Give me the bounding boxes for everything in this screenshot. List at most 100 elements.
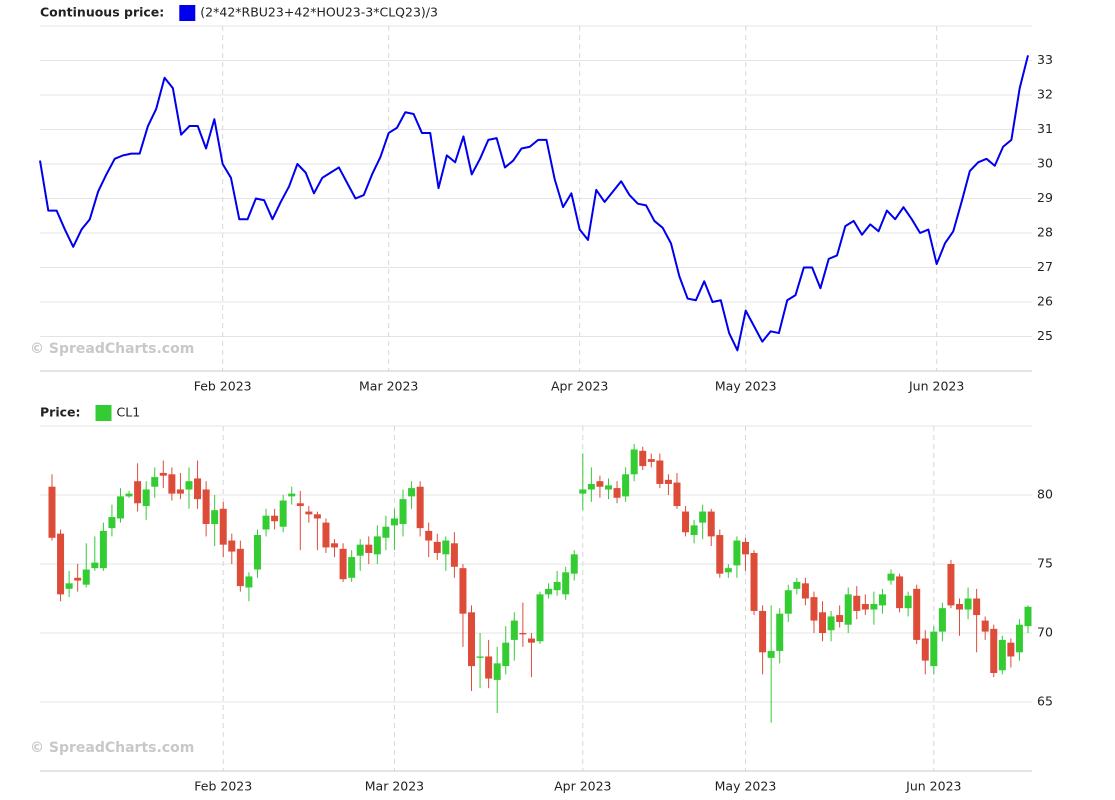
candle-body	[339, 548, 347, 580]
candle-body	[142, 489, 150, 507]
price-line	[39, 55, 1029, 352]
candle-body	[836, 615, 844, 622]
candle-body	[664, 479, 672, 484]
candle-body	[390, 518, 398, 526]
x-tick-label: Apr 2023	[554, 779, 611, 794]
candle-body	[442, 540, 450, 555]
candle-body	[844, 594, 852, 625]
candle-body	[639, 450, 647, 467]
candle-body	[279, 500, 287, 527]
y-tick-label: 30	[1037, 156, 1053, 171]
candle-body	[527, 638, 535, 643]
candle-body	[322, 522, 330, 548]
legend-swatch	[95, 405, 112, 421]
legend-label: Price:	[40, 405, 81, 420]
candle-body	[793, 581, 801, 589]
candle-body	[861, 604, 869, 610]
y-tick-label: 75	[1037, 556, 1053, 571]
x-tick-label: Feb 2023	[194, 779, 252, 794]
candle-body	[99, 530, 107, 569]
candle-body	[741, 541, 749, 555]
y-tick-label: 32	[1037, 87, 1053, 102]
candle-body	[870, 604, 878, 610]
watermark: © SpreadCharts.com	[30, 740, 194, 756]
candle-body	[236, 548, 244, 587]
candle-body	[1007, 642, 1015, 657]
candle-body	[562, 572, 570, 595]
candle-body	[219, 508, 227, 545]
candle-body	[168, 474, 176, 494]
candle-body	[801, 583, 809, 599]
legend-entry: (2*42*RBU23+42*HOU23-3*CLQ23)/3	[200, 5, 438, 20]
candle-body	[913, 588, 921, 640]
y-tick-label: 29	[1037, 190, 1053, 205]
candle-body	[202, 489, 210, 524]
candle-body	[91, 562, 99, 569]
x-tick-label: Jun 2023	[905, 779, 961, 794]
candle-body	[382, 526, 390, 538]
candle-body	[750, 552, 758, 611]
y-tick-label: 27	[1037, 259, 1053, 274]
candle-body	[622, 474, 630, 497]
candle-body	[827, 616, 835, 631]
candle-body	[921, 638, 929, 661]
candle-body	[296, 503, 304, 507]
candle-body	[690, 525, 698, 536]
candle-body	[211, 510, 219, 524]
candle-body	[784, 590, 792, 614]
candle-body	[930, 631, 938, 667]
x-tick-label: Feb 2023	[194, 379, 252, 394]
y-tick-label: 65	[1037, 694, 1053, 709]
candle-body	[228, 540, 236, 552]
candle-body	[271, 515, 279, 522]
candle-body	[956, 604, 964, 610]
candle-body	[553, 581, 561, 591]
candle-body	[416, 486, 424, 529]
candle-body	[245, 576, 253, 588]
candle-body	[116, 496, 124, 519]
candle-body	[656, 460, 664, 484]
candle-body	[65, 583, 73, 589]
candle-body	[468, 612, 476, 667]
candle-body	[185, 481, 193, 490]
candle-body	[331, 543, 339, 548]
candle-body	[253, 535, 261, 570]
candle-body	[262, 515, 270, 530]
candle-body	[348, 557, 356, 578]
candle-body	[288, 493, 296, 497]
candle-body	[48, 486, 56, 538]
candle-body	[699, 511, 707, 523]
candle-body	[724, 568, 732, 573]
candle-body	[647, 459, 655, 462]
candle-body	[151, 477, 159, 487]
candle-body	[536, 594, 544, 642]
legend-entry: CL1	[117, 405, 141, 420]
candle-body	[759, 610, 767, 653]
candle-body	[356, 544, 364, 556]
candle-body	[74, 577, 82, 581]
candle-body	[1015, 624, 1023, 653]
candle-body	[579, 489, 587, 494]
legend-label: Continuous price:	[40, 5, 164, 20]
candle-body	[570, 554, 578, 574]
candle-body	[485, 656, 493, 679]
y-tick-label: 28	[1037, 225, 1053, 240]
candle-body	[176, 489, 184, 494]
y-tick-label: 80	[1037, 487, 1053, 502]
candle-body	[194, 478, 202, 500]
candle-body	[493, 663, 501, 680]
candle-body	[887, 573, 895, 581]
x-tick-label: Jun 2023	[908, 379, 964, 394]
y-tick-label: 33	[1037, 52, 1053, 67]
candle-body	[733, 540, 741, 566]
candle-body	[510, 620, 518, 640]
candle-body	[159, 472, 167, 476]
candle-body	[134, 481, 142, 504]
candle-body	[819, 612, 827, 633]
candle-body	[57, 533, 65, 595]
candle-body	[904, 595, 912, 609]
candle-body	[604, 485, 612, 490]
candle-body	[305, 511, 313, 515]
